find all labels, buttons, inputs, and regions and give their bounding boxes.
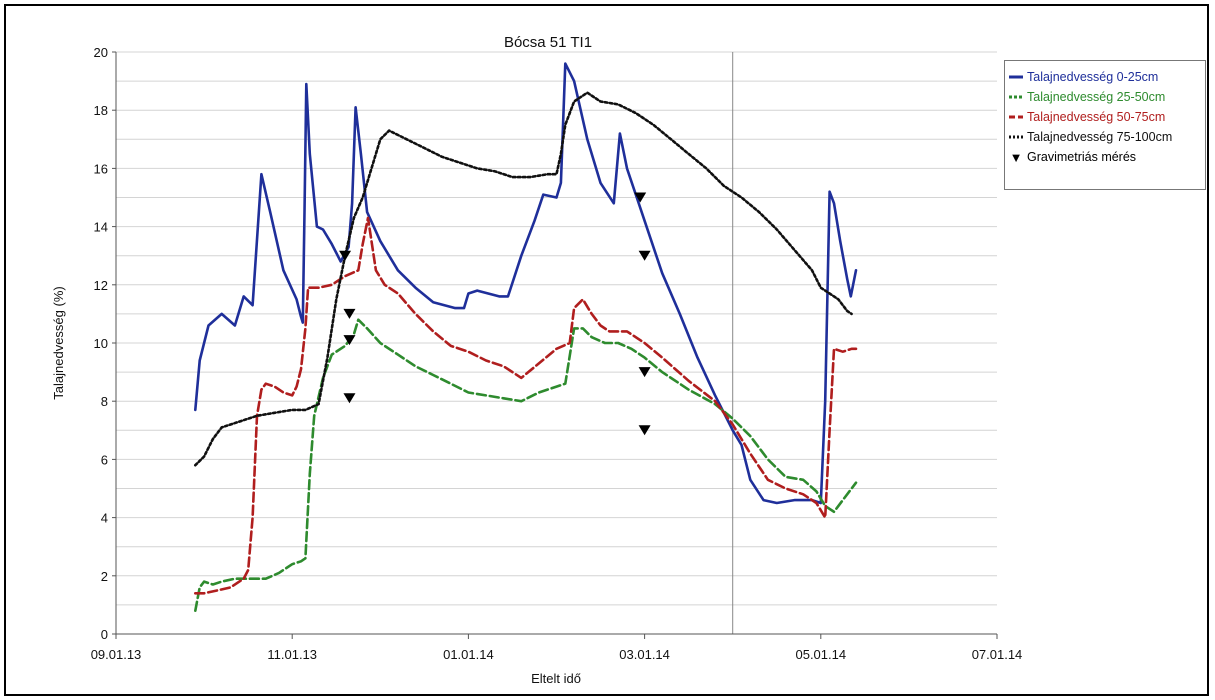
legend-item: Talajnedvesség 0-25cm: [1009, 67, 1205, 87]
legend-swatch: [1009, 94, 1023, 100]
marker-layer: [339, 192, 651, 436]
y-tick-label: 6: [101, 452, 108, 467]
gravimetric-marker: [638, 250, 651, 261]
y-tick-label: 8: [101, 394, 108, 409]
y-tick-label: 12: [94, 278, 108, 293]
y-tick-label: 16: [94, 161, 108, 176]
series-line-1: [194, 318, 858, 612]
axis-layer: 0 2 4 6 8 10 12 14 16 18 20 09.01.13 11.01.13 01.01.1…: [91, 45, 1023, 662]
y-tick-label: 2: [101, 569, 108, 584]
y-tick-label: 4: [101, 511, 108, 526]
y-tick-label: 18: [94, 103, 108, 118]
legend-label: Gravimetriás mérés: [1027, 150, 1137, 164]
legend: Talajnedvesség 0-25cm Talajnedvesség 25-…: [1004, 60, 1206, 190]
legend-swatch: [1009, 114, 1023, 120]
x-tick-label: 11.01.13: [267, 647, 317, 662]
gravimetric-marker: [638, 367, 651, 378]
gravimetric-marker: [638, 425, 651, 436]
legend-item: Talajnedvesség 50-75cm: [1009, 107, 1205, 127]
chart-title: Bócsa 51 TI1: [504, 34, 592, 51]
y-tick-label: 10: [94, 336, 108, 351]
x-tick-label: 09.01.13: [91, 647, 142, 662]
x-tick-label: 03.01.14: [619, 647, 670, 662]
y-axis-label: Talajnedvesség (%): [51, 286, 66, 399]
gravimetric-marker: [634, 192, 647, 203]
x-tick-label: 01.01.14: [443, 647, 494, 662]
x-tick-label: 07.01.14: [972, 647, 1023, 662]
gravimetric-marker: [343, 393, 356, 404]
legend-label: Talajnedvesség 50-75cm: [1027, 110, 1166, 124]
legend-label: Talajnedvesség 75-100cm: [1027, 130, 1173, 144]
series-line-2: [194, 216, 858, 595]
gravimetric-marker: [343, 335, 356, 346]
y-tick-label: 14: [94, 220, 108, 235]
legend-item: Talajnedvesség 25-50cm: [1009, 87, 1205, 107]
legend-item: Talajnedvesség 75-100cm: [1009, 127, 1205, 147]
legend-label: Talajnedvesség 0-25cm: [1027, 70, 1159, 84]
series-line-3: [194, 91, 853, 467]
x-tick-label: 05.01.14: [795, 647, 846, 662]
gravimetric-marker: [339, 250, 352, 261]
y-tick-label: 20: [94, 45, 108, 60]
legend-item: ▼ Gravimetriás mérés: [1009, 147, 1205, 167]
legend-swatch: [1009, 134, 1023, 140]
x-axis-label: Eltelt idő: [531, 671, 581, 686]
triangle-down-icon: ▼: [1009, 149, 1023, 165]
series-layer: [194, 62, 858, 612]
legend-swatch: [1009, 74, 1023, 80]
gravimetric-marker: [343, 308, 356, 319]
legend-label: Talajnedvesség 25-50cm: [1027, 90, 1166, 104]
series-line-0: [194, 62, 858, 505]
grid-layer: [116, 51, 997, 634]
y-tick-label: 0: [101, 627, 108, 642]
